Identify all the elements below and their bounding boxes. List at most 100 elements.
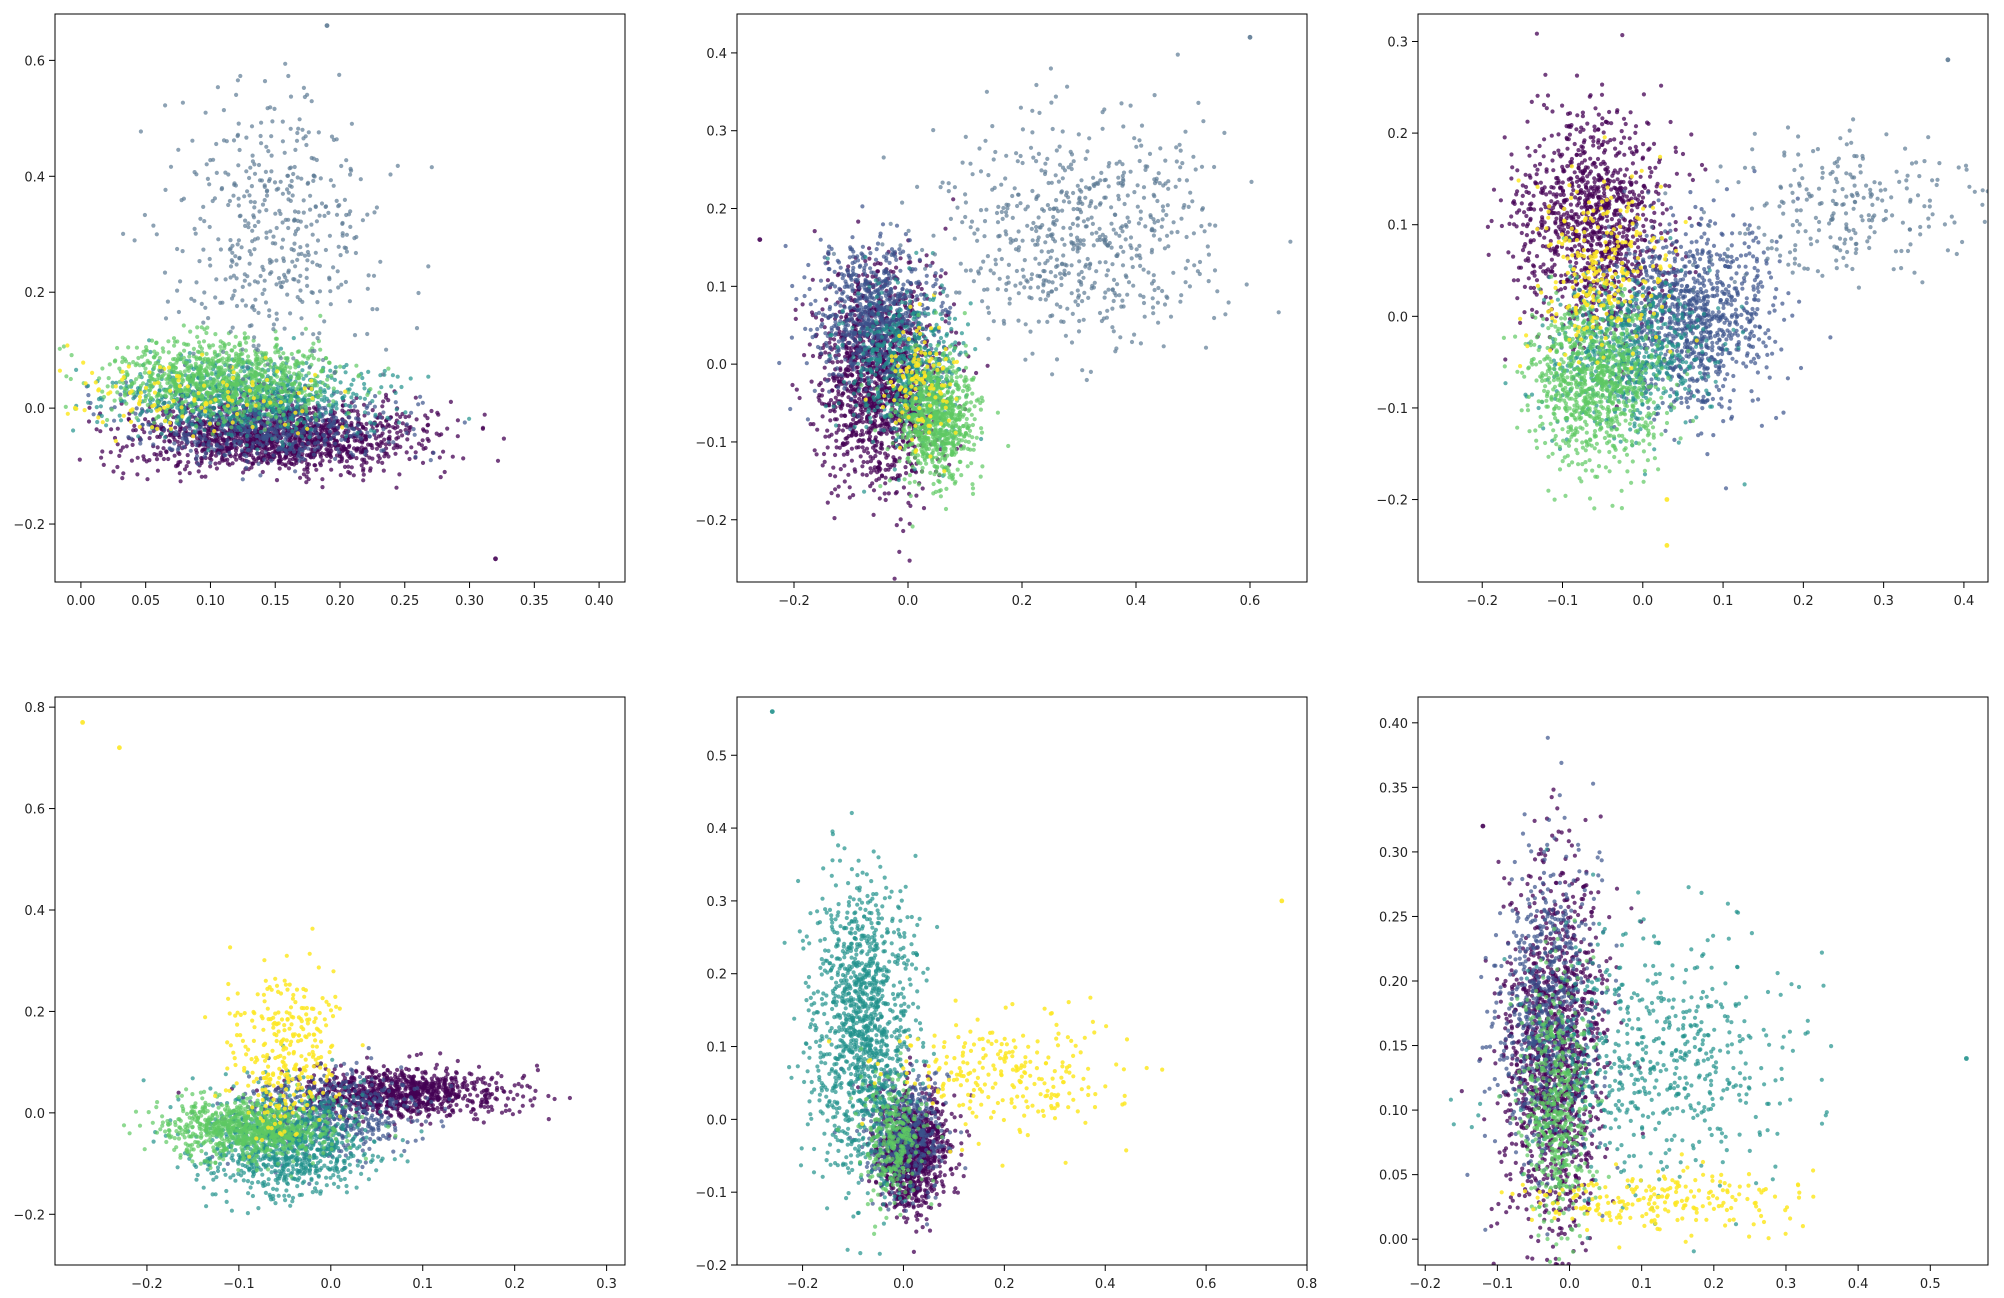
scatter-point bbox=[448, 399, 453, 404]
scatter-point bbox=[382, 437, 387, 442]
scatter-point bbox=[442, 469, 447, 475]
scatter-point bbox=[166, 456, 171, 462]
scatter-point bbox=[147, 436, 152, 441]
scatter-point bbox=[441, 449, 446, 454]
scatter-point bbox=[387, 429, 392, 434]
scatter-point bbox=[175, 439, 180, 444]
scatter-point bbox=[314, 467, 319, 472]
scatter-point bbox=[349, 465, 354, 470]
scatter-point bbox=[380, 431, 385, 436]
scatter-point bbox=[132, 423, 137, 428]
scatter-point bbox=[438, 475, 443, 480]
scatter-point bbox=[435, 410, 440, 415]
scatter-point bbox=[480, 426, 485, 431]
scatter-point bbox=[374, 446, 379, 451]
scatter-point bbox=[173, 464, 179, 469]
scatter-point bbox=[161, 446, 166, 451]
scatter-point bbox=[355, 409, 360, 414]
scatter-point bbox=[370, 408, 375, 413]
scatter-point bbox=[424, 429, 429, 434]
scatter-point bbox=[214, 466, 219, 471]
scatter-point bbox=[184, 464, 189, 469]
scatter-point bbox=[260, 469, 265, 475]
scatter-point bbox=[393, 451, 398, 456]
scatter-point bbox=[121, 471, 126, 476]
scatter-point bbox=[118, 448, 123, 453]
scatter-point bbox=[135, 455, 140, 460]
scatter-point bbox=[404, 450, 409, 455]
scatter-point bbox=[395, 430, 400, 435]
scatter-point bbox=[455, 434, 460, 439]
scatter-point bbox=[304, 480, 309, 485]
scatter-point bbox=[177, 471, 182, 476]
scatter-point bbox=[87, 405, 92, 410]
scatter-point bbox=[305, 470, 310, 475]
scatter-point bbox=[361, 402, 367, 407]
scatter-point bbox=[182, 467, 188, 472]
scatter-point bbox=[450, 454, 455, 459]
scatter-point bbox=[320, 458, 325, 463]
scatter-point bbox=[394, 436, 399, 441]
scatter-point bbox=[381, 468, 386, 473]
scatter-point bbox=[400, 433, 405, 438]
scatter-point bbox=[407, 456, 412, 462]
scatter-point bbox=[199, 474, 204, 479]
scatter-point bbox=[437, 455, 442, 460]
scatter-point bbox=[135, 472, 140, 477]
scatter-point bbox=[302, 467, 307, 472]
scatter-point bbox=[344, 459, 349, 464]
scatter-point bbox=[86, 419, 92, 424]
scatter-point bbox=[196, 469, 201, 474]
scatter-point bbox=[250, 461, 255, 466]
scatter-point bbox=[124, 444, 129, 449]
point-cloud bbox=[57, 23, 506, 562]
scatter-point bbox=[99, 455, 104, 460]
scatter-point bbox=[407, 414, 412, 419]
scatter-point bbox=[274, 478, 280, 483]
scatter-point bbox=[186, 460, 191, 465]
scatter-point bbox=[352, 438, 357, 443]
scatter-point bbox=[145, 477, 150, 482]
scatter-point bbox=[311, 405, 317, 410]
scatter-point bbox=[482, 412, 487, 417]
scatter-point bbox=[376, 459, 381, 464]
scatter-point bbox=[143, 417, 148, 422]
scatter-point bbox=[94, 427, 99, 432]
scatter-point bbox=[298, 475, 303, 480]
scatter-point bbox=[383, 442, 388, 447]
scatter-point bbox=[199, 458, 204, 464]
scatter-point bbox=[161, 412, 166, 417]
scatter-point bbox=[409, 445, 414, 450]
scatter-point bbox=[426, 438, 431, 443]
scatter-point bbox=[381, 399, 386, 404]
scatter-point bbox=[111, 469, 116, 474]
scatter-point bbox=[362, 413, 367, 418]
scatter-point bbox=[373, 436, 378, 441]
scatter-point bbox=[161, 456, 166, 462]
scatter-point bbox=[455, 418, 460, 423]
scatter-point bbox=[108, 450, 113, 455]
scatter-point bbox=[162, 439, 167, 444]
scatter-point bbox=[185, 453, 190, 458]
scatter-point bbox=[320, 485, 325, 490]
scatter-point bbox=[256, 456, 261, 461]
scatter-point bbox=[208, 464, 213, 469]
scatter-point bbox=[120, 476, 125, 481]
scatter-point bbox=[356, 412, 361, 417]
scatter-point bbox=[380, 441, 385, 446]
scatter-point bbox=[172, 453, 177, 458]
scatter-point bbox=[368, 468, 373, 473]
scatter-point bbox=[115, 464, 120, 470]
scatter-point bbox=[147, 458, 152, 463]
scatter-point bbox=[445, 426, 450, 431]
scatter-point bbox=[420, 438, 425, 443]
scatter-point bbox=[384, 451, 389, 456]
scatter-point bbox=[100, 449, 105, 454]
scatter-point bbox=[320, 477, 325, 482]
scatter-point bbox=[286, 466, 292, 471]
scatter-point bbox=[429, 408, 434, 414]
scatter-point bbox=[324, 447, 329, 452]
scatter-point bbox=[354, 395, 359, 401]
